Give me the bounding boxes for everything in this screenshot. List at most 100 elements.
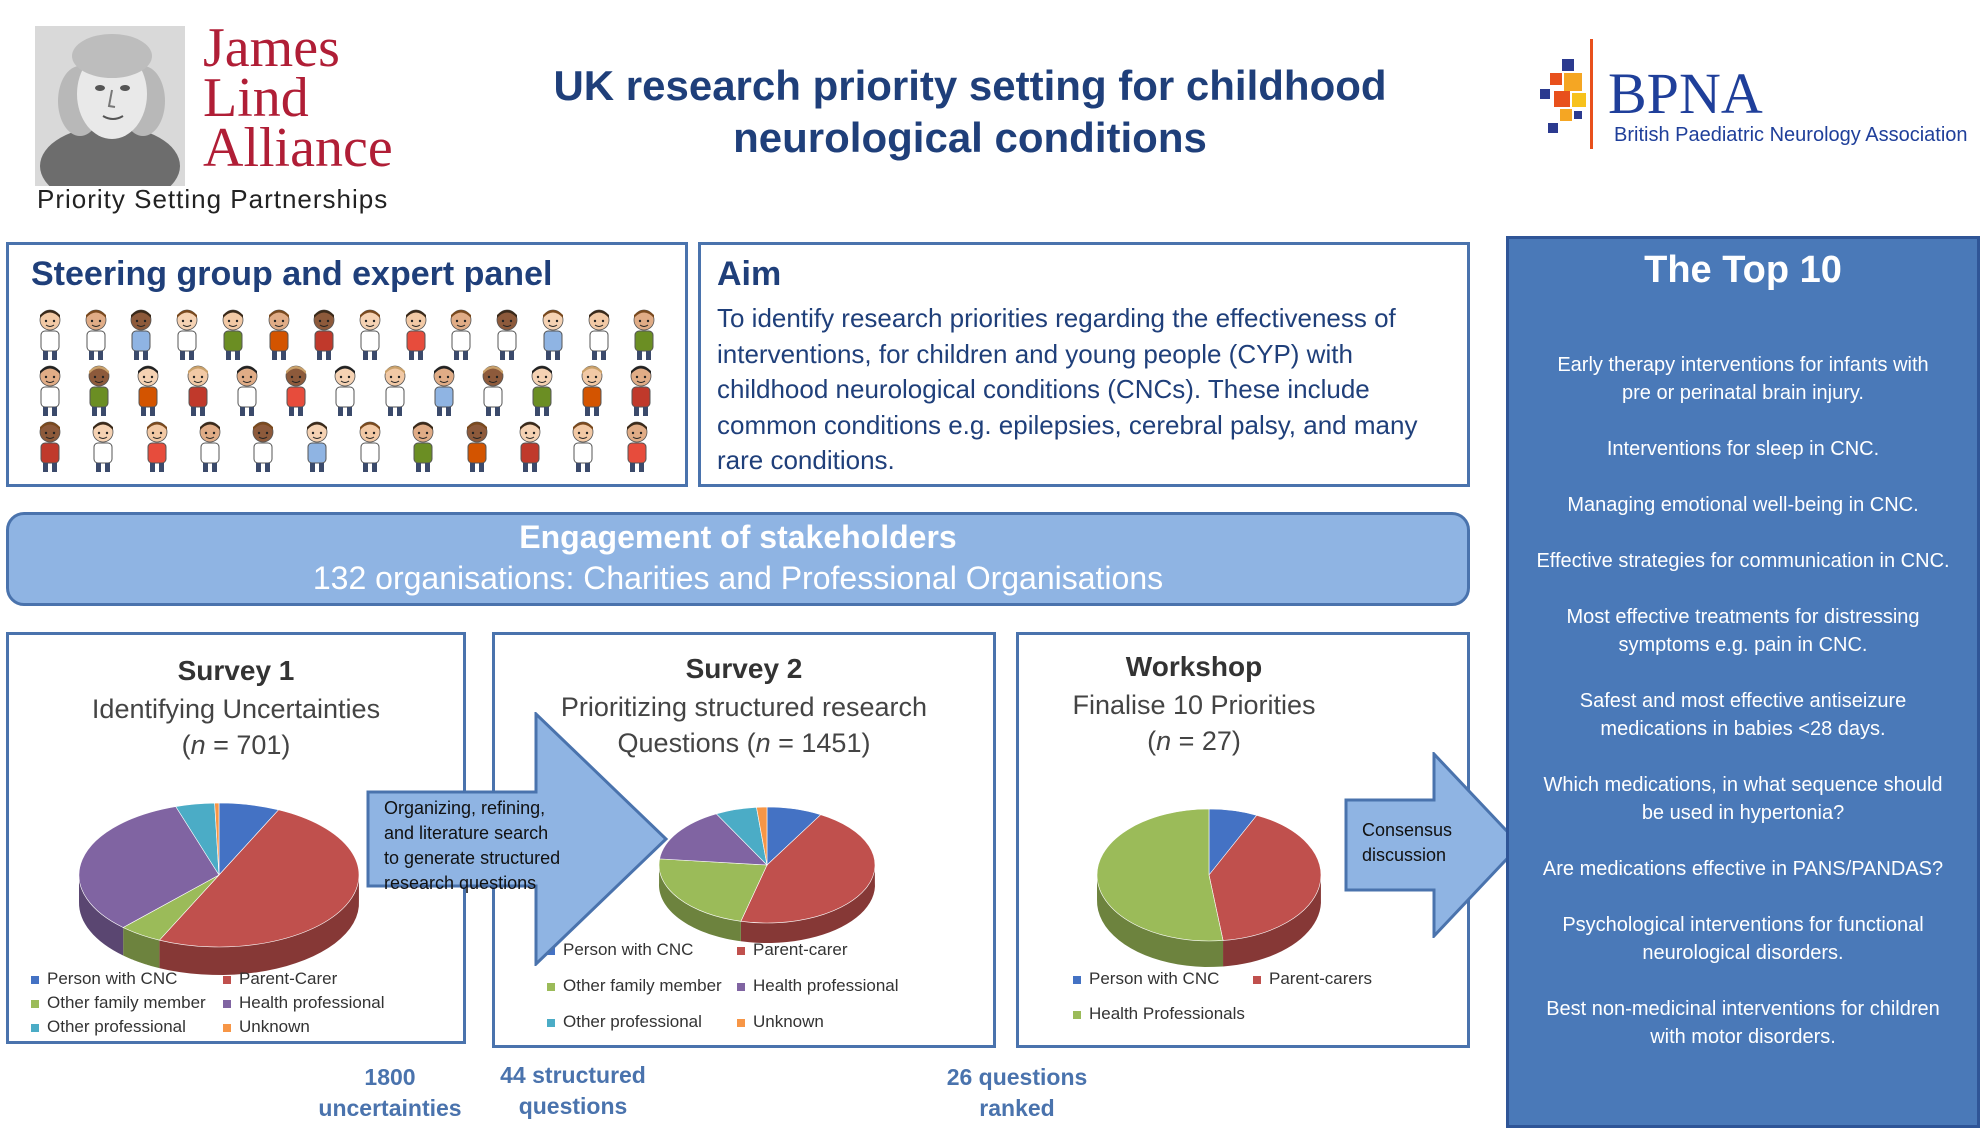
aim-line-4: common conditions e.g. epilepsies, cereb… — [717, 409, 1418, 440]
legend-swatch-health — [223, 999, 231, 1008]
pie-slice — [659, 813, 768, 866]
top10-item-line: Are medications effective in PANS/PANDAS… — [1542, 858, 1944, 880]
top10-item-line: Managing emotional well-being in CNC. — [1567, 494, 1919, 516]
legend-label: Health professional — [239, 993, 385, 1012]
arrow-1-line: and literature search — [384, 823, 549, 843]
person-illustration — [85, 309, 107, 360]
top10-item-line: Most effective treatments for distressin… — [1566, 606, 1920, 628]
arrow-1-line: to generate structured — [384, 848, 561, 868]
person-illustration — [482, 365, 504, 416]
person-illustration — [433, 365, 455, 416]
aim-title: Aim — [717, 255, 782, 293]
workshop-n: (n = 27) — [1147, 726, 1241, 756]
person-illustration — [466, 421, 488, 472]
workshop-legend-item: Health Professionals — [1073, 1004, 1245, 1024]
legend-label: Other family member — [47, 993, 206, 1012]
survey2-title: Survey 2 — [685, 653, 803, 684]
survey2-n-symbol: n — [755, 728, 771, 758]
pie-slice-side — [740, 862, 875, 943]
legend-label: Parent-Carer — [239, 969, 338, 988]
arrow-1 — [366, 712, 669, 966]
survey1-n-value: = 701) — [205, 730, 291, 760]
survey2-legend: Person with CNC Parent-carer Other famil… — [547, 940, 987, 1031]
legend-swatch-parent — [737, 946, 745, 955]
pie-slice-side — [1223, 872, 1321, 967]
top10-panel: The Top 10 Early therapy interventions f… — [1506, 236, 1980, 1128]
top10-item-line: medications in babies <28 days. — [1600, 718, 1886, 740]
pie-slice-side — [79, 874, 124, 956]
legend-label: Parent-carers — [1269, 969, 1372, 988]
count-label: ranked — [979, 1095, 1055, 1121]
jla-portrait — [35, 26, 185, 206]
arrow-1-line: research questions — [384, 873, 537, 893]
pie-slice-side — [159, 872, 359, 975]
pie-slice — [78, 806, 220, 928]
legend-swatch-other — [31, 1023, 39, 1032]
aim-line-1: To identify research priorities regardin… — [717, 303, 1396, 333]
count-uncertainties: 1800 uncertainties — [300, 1062, 480, 1124]
top10-list: Early therapy interventions for infants … — [1509, 351, 1977, 1079]
pie-slice — [1096, 808, 1224, 942]
page-title: UK research priority setting for childho… — [480, 60, 1460, 164]
workshop-legend-item: Person with CNC — [1073, 969, 1219, 989]
person-illustration — [496, 309, 518, 360]
person-illustration — [39, 421, 61, 472]
top10-item: Best non-medicinal interventions for chi… — [1509, 995, 1977, 1051]
person-illustration — [451, 309, 472, 360]
legend-swatch-person — [31, 975, 39, 984]
person-illustration — [359, 421, 381, 472]
person-illustration — [633, 309, 655, 360]
engagement-title: Engagement of stakeholders — [519, 519, 957, 555]
legend-swatch-unknown — [223, 1023, 231, 1032]
person-illustration — [131, 309, 152, 360]
person-illustration — [572, 421, 594, 472]
person-illustration — [236, 365, 258, 416]
people-illustrations — [29, 307, 669, 477]
steering-group-panel: Steering group and expert panel — [6, 242, 688, 487]
survey1-n: (n = 701) — [181, 730, 291, 760]
legend-swatch-health — [737, 982, 745, 991]
workshop-n-value: = 27) — [1171, 726, 1241, 756]
workshop-legend: Person with CNC Parent-carers Health Pro… — [1073, 969, 1463, 1029]
person-illustration — [199, 421, 221, 472]
arrow-2-line: Consensus — [1362, 820, 1453, 840]
aim-text: To identify research priorities regardin… — [717, 301, 1457, 479]
person-illustration — [581, 365, 602, 416]
count-label: uncertainties — [318, 1095, 462, 1121]
person-illustration — [92, 421, 114, 472]
legend-swatch-family — [547, 982, 555, 991]
pie-slice — [214, 802, 220, 876]
person-illustration — [519, 421, 541, 472]
survey1-title: Survey 1 — [177, 655, 295, 686]
legend-label: Person with CNC — [47, 969, 178, 988]
person-illustration — [531, 365, 553, 416]
count-value: 26 questions — [946, 1064, 1088, 1090]
page-title-line-2: neurological conditions — [733, 114, 1207, 161]
count-label: questions — [518, 1093, 628, 1119]
person-illustration — [222, 309, 244, 360]
engagement-banner: Engagement of stakeholders 132 organisat… — [6, 512, 1470, 606]
top10-item: Safest and most effective antiseizure med… — [1509, 687, 1977, 743]
survey2-n: Questions (n = 1451) — [495, 725, 993, 761]
pie-slice — [158, 809, 360, 948]
count-questions: 44 structured questions — [478, 1060, 668, 1122]
person-illustration — [88, 365, 110, 416]
page-title-line-1: UK research priority setting for childho… — [553, 62, 1387, 109]
arrow-1-text: Organizing, refining, and literature sea… — [384, 796, 584, 896]
person-illustration — [626, 421, 648, 472]
survey2-subtitle-2: Questions ( — [617, 728, 756, 758]
person-illustration — [252, 421, 274, 472]
legend-swatch-parent — [223, 975, 231, 984]
survey1-legend-item: Unknown — [223, 1017, 310, 1037]
top10-item-line: Early therapy interventions for infants … — [1557, 354, 1929, 376]
person-illustration — [39, 365, 61, 416]
legend-label: Health Professionals — [1089, 1004, 1245, 1023]
pie-slice — [658, 858, 768, 922]
legend-label: Other family member — [563, 976, 722, 995]
bpna-name: BPNA — [1608, 61, 1763, 126]
person-illustration — [334, 365, 356, 416]
bpna-mark-icon — [1540, 39, 1593, 149]
top10-item-line: Interventions for sleep in CNC. — [1606, 438, 1880, 460]
survey2-n-value: = 1451) — [770, 728, 871, 758]
survey1-legend-item: Other professional — [31, 1017, 186, 1037]
